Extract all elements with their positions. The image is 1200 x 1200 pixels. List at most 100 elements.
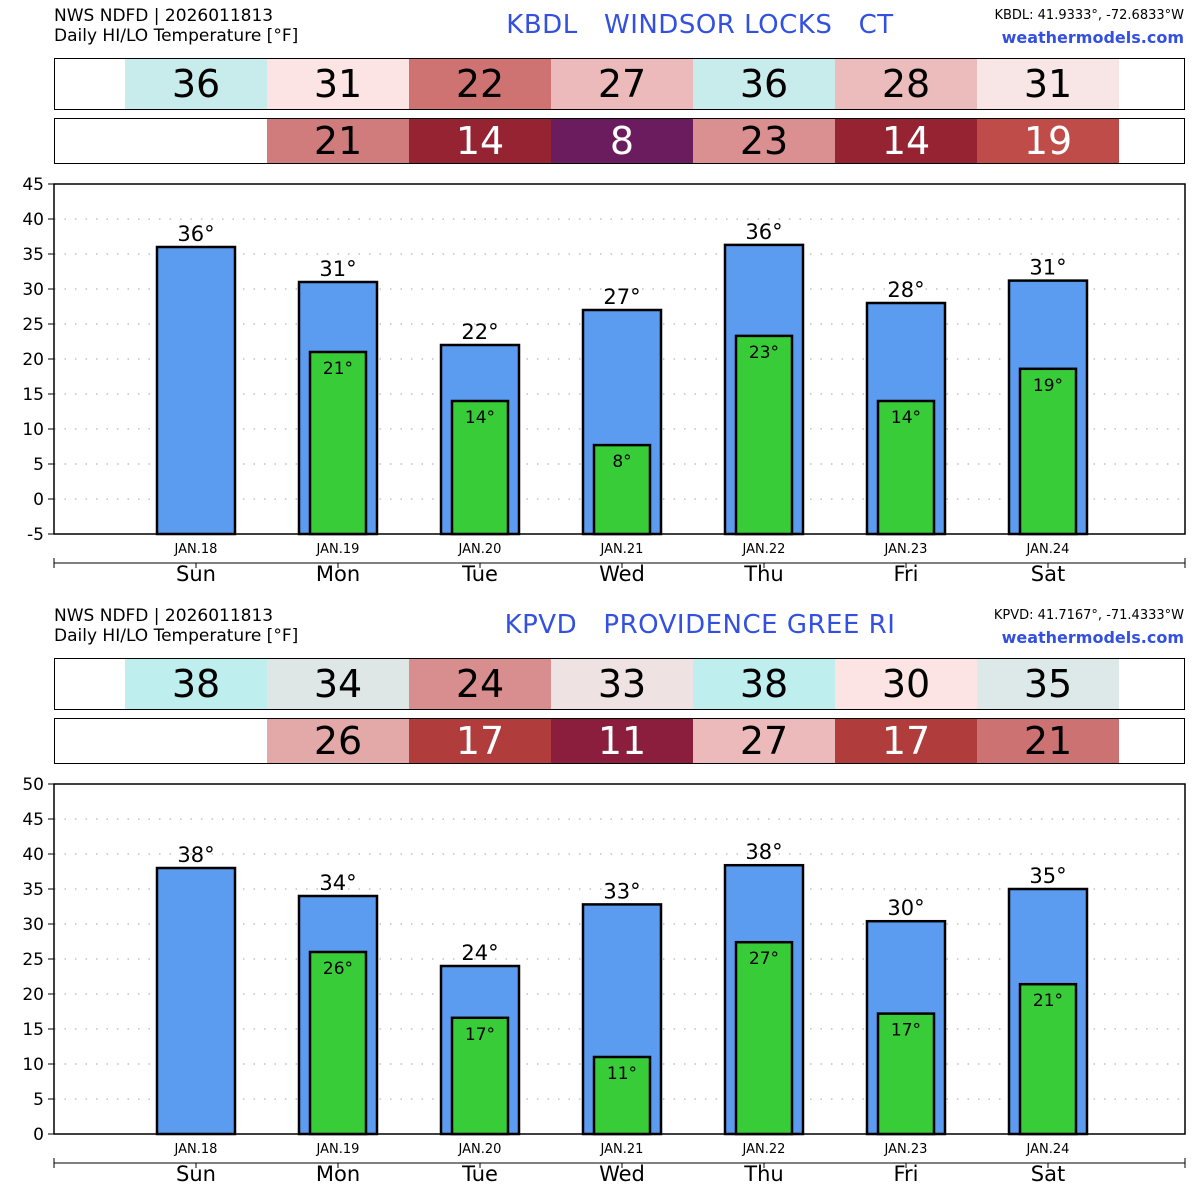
- lo-strip-cell: 11: [551, 719, 693, 763]
- hi-data-label: 36°: [177, 222, 214, 246]
- lo-data-label: 14°: [891, 408, 921, 428]
- y-tick-label: 25: [22, 315, 44, 335]
- y-tick-label: 0: [33, 490, 44, 510]
- lo-strip-cell: 27: [693, 719, 835, 763]
- hi-data-label: 33°: [603, 879, 640, 903]
- date-label: JAN.24: [1026, 1142, 1070, 1157]
- y-tick-label: 5: [33, 1090, 44, 1110]
- lo-bar: [1018, 367, 1078, 536]
- hi-strip-cell: 24: [409, 659, 551, 709]
- lo-strip-cell: 21: [267, 119, 409, 163]
- lo-bar: [308, 950, 368, 1136]
- station-title: KPVD PROVIDENCE GREE RI: [504, 610, 896, 640]
- lo-data-label: 8°: [612, 452, 631, 472]
- site-link[interactable]: weathermodels.com: [1001, 628, 1184, 647]
- y-tick-label: 20: [22, 350, 44, 370]
- date-label: JAN.22: [742, 542, 786, 557]
- hi-data-label: 27°: [603, 285, 640, 309]
- y-tick-label: 35: [22, 880, 44, 900]
- hi-data-label: 34°: [319, 871, 356, 895]
- date-label: JAN.18: [174, 1142, 218, 1157]
- hi-data-label: 24°: [461, 941, 498, 965]
- site-link[interactable]: weathermodels.com: [1001, 28, 1184, 47]
- hi-strip-cell: 30: [835, 659, 977, 709]
- hi-temp-strip: 38 34 24 33 38 30 35: [54, 658, 1185, 710]
- hi-data-label: 36°: [745, 220, 782, 244]
- y-tick-label: 30: [22, 915, 44, 935]
- lo-strip-cell: 17: [409, 719, 551, 763]
- hi-data-label: 35°: [1029, 864, 1066, 888]
- lo-data-label: 21°: [1033, 991, 1063, 1011]
- station-coords: KPVD: 41.7167°, -71.4333°W: [993, 608, 1184, 623]
- date-label: JAN.19: [316, 1142, 360, 1157]
- y-tick-label: 40: [22, 845, 44, 865]
- plot-frame: [53, 783, 1186, 1135]
- hi-strip-cell: 38: [125, 659, 267, 709]
- lo-strip-cell: 19: [977, 119, 1119, 163]
- y-tick-label: 5: [33, 455, 44, 475]
- lo-strip-cell: 14: [409, 119, 551, 163]
- lo-data-label: 17°: [891, 1021, 921, 1041]
- hi-lo-bar-chart: 0510152025303540455038°JAN.18Sun34°26°JA…: [22, 775, 1186, 1186]
- hi-data-label: 30°: [887, 896, 924, 920]
- lo-strip-cell: [125, 119, 267, 163]
- y-tick-label: 15: [22, 385, 44, 405]
- source-line: NWS NDFD | 2026011813: [54, 6, 274, 26]
- lo-bar: [592, 443, 652, 536]
- y-tick-label: 10: [22, 1055, 44, 1075]
- y-tick-label: 45: [22, 810, 44, 830]
- y-tick-label: 50: [22, 775, 44, 795]
- kpvd-panel: NWS NDFD | 2026011813 Daily HI/LO Temper…: [0, 600, 1200, 1200]
- lo-bar: [876, 399, 936, 536]
- date-label: JAN.19: [316, 542, 360, 557]
- y-tick-label: 30: [22, 280, 44, 300]
- lo-strip-cell: [125, 719, 267, 763]
- hi-strip-cell: 31: [977, 59, 1119, 109]
- hi-strip-cell: 35: [977, 659, 1119, 709]
- hi-data-label: 38°: [177, 843, 214, 867]
- station-title: KBDL WINDSOR LOCKS CT: [506, 10, 894, 40]
- hi-temp-strip: 36 31 22 27 36 28 31: [54, 58, 1185, 110]
- hi-lo-bar-chart: -505101520253035404536°JAN.18Sun31°21°JA…: [22, 175, 1186, 586]
- lo-data-label: 23°: [749, 343, 779, 363]
- lo-data-label: 17°: [465, 1025, 495, 1045]
- source-header: NWS NDFD | 2026011813 Daily HI/LO Temper…: [54, 606, 298, 646]
- lo-data-label: 14°: [465, 408, 495, 428]
- hi-data-label: 22°: [461, 320, 498, 344]
- plot-frame: [53, 183, 1186, 535]
- y-tick-label: 0: [33, 1125, 44, 1145]
- y-tick-label: 10: [22, 420, 44, 440]
- hi-strip-cell: 28: [835, 59, 977, 109]
- lo-temp-strip: 21 14 8 23 14 19: [54, 118, 1185, 164]
- date-label: JAN.20: [458, 542, 502, 557]
- date-label: JAN.23: [884, 1142, 928, 1157]
- hi-strip-cell: 22: [409, 59, 551, 109]
- lo-data-label: 26°: [323, 959, 353, 979]
- hi-data-label: 38°: [745, 840, 782, 864]
- hi-data-label: 31°: [319, 257, 356, 281]
- hi-strip-cell: 34: [267, 659, 409, 709]
- source-line: NWS NDFD | 2026011813: [54, 606, 274, 626]
- hi-strip-cell: 31: [267, 59, 409, 109]
- y-tick-label: 15: [22, 1020, 44, 1040]
- hi-bar: [155, 866, 237, 1136]
- date-label: JAN.23: [884, 542, 928, 557]
- lo-bar: [450, 1016, 510, 1136]
- lo-bar: [734, 334, 794, 536]
- lo-strip-cell: 8: [551, 119, 693, 163]
- y-tick-label: -5: [27, 525, 44, 545]
- date-label: JAN.22: [742, 1142, 786, 1157]
- lo-bar: [308, 350, 368, 536]
- y-tick-label: 40: [22, 210, 44, 230]
- lo-bar: [734, 940, 794, 1136]
- y-tick-label: 45: [22, 175, 44, 195]
- date-label: JAN.18: [174, 542, 218, 557]
- date-label: JAN.21: [600, 1142, 644, 1157]
- lo-strip-cell: 21: [977, 719, 1119, 763]
- lo-strip-cell: 17: [835, 719, 977, 763]
- lo-strip-cell: 26: [267, 719, 409, 763]
- hi-strip-cell: 27: [551, 59, 693, 109]
- lo-strip-cell: 23: [693, 119, 835, 163]
- hi-strip-cell: 36: [693, 59, 835, 109]
- hi-bar: [155, 245, 237, 536]
